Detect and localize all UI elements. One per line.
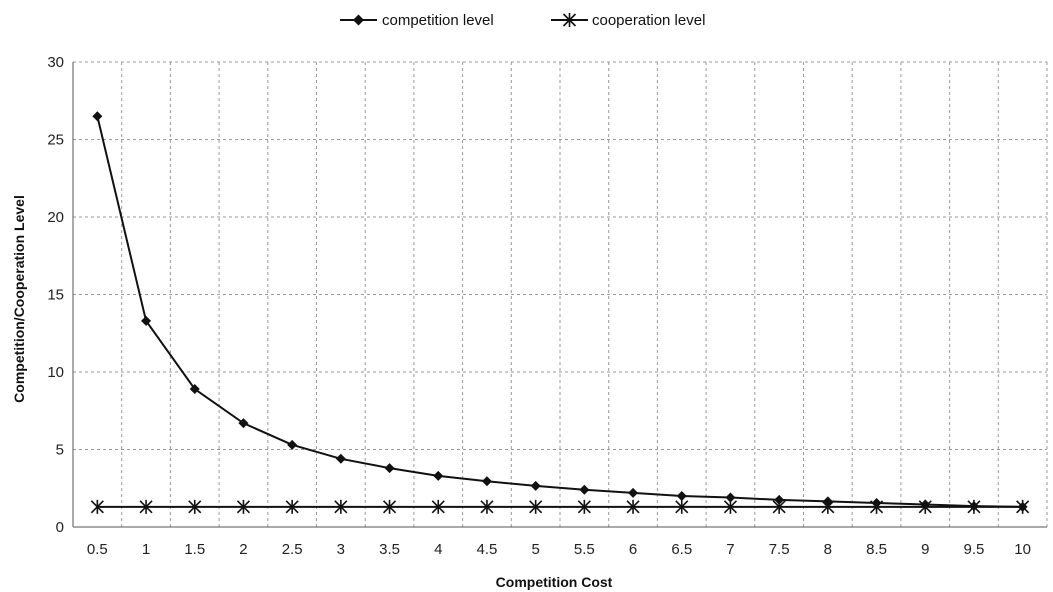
data-point-competition — [433, 470, 444, 481]
asterisk-marker-icon — [562, 13, 577, 27]
x-tick-label: 8 — [824, 541, 832, 558]
data-point-competition — [141, 315, 152, 326]
y-axis-title: Competition/Cooperation Level — [11, 195, 27, 403]
data-point-cooperation — [188, 499, 202, 514]
x-tick-label: 1 — [142, 541, 150, 558]
x-tick-label: 3.5 — [379, 541, 400, 558]
grid — [73, 61, 1048, 527]
data-point-competition — [335, 453, 346, 464]
series-line-competition — [96, 116, 1023, 508]
x-tick-label: 7.5 — [769, 541, 790, 558]
data-point-competition — [384, 463, 395, 474]
x-tick-labels: 0.5 1 1.5 2 2.5 3 3.5 4 4.5 5 5.5 6 6.5 7 7.5 8 8.5 9 9.5 1… — [87, 541, 1031, 558]
x-tick-label: 9.5 — [964, 541, 985, 558]
data-point-cooperation — [772, 499, 786, 514]
x-tick-label: 0.5 — [87, 541, 108, 558]
x-tick-label: 9 — [921, 541, 929, 558]
x-tick-label: 4 — [434, 541, 442, 558]
data-point-competition — [628, 487, 639, 498]
legend: competition level cooperation level — [340, 12, 705, 29]
data-point-cooperation — [821, 499, 835, 514]
y-tick-label: 25 — [47, 132, 64, 149]
x-tick-label: 5 — [531, 541, 539, 558]
data-point-cooperation — [577, 499, 591, 514]
data-point-cooperation — [967, 499, 981, 514]
data-point-cooperation — [480, 499, 494, 514]
series-layer — [90, 111, 1030, 514]
data-point-cooperation — [918, 499, 932, 514]
x-tick-label: 10 — [1014, 541, 1031, 558]
data-point-competition — [481, 476, 492, 487]
diamond-marker-icon — [353, 14, 364, 26]
y-tick-label: 20 — [47, 209, 64, 226]
legend-item-cooperation: cooperation level — [551, 12, 705, 29]
data-point-cooperation — [236, 499, 251, 514]
data-point-cooperation — [869, 499, 884, 514]
data-point-competition — [287, 439, 298, 450]
x-tick-label: 2 — [239, 541, 247, 558]
data-point-competition — [238, 418, 249, 429]
y-tick-label: 0 — [56, 519, 64, 536]
data-point-cooperation — [431, 499, 445, 514]
y-tick-label: 30 — [47, 54, 64, 71]
data-point-cooperation — [382, 499, 397, 514]
data-point-cooperation — [723, 499, 738, 514]
data-point-cooperation — [1016, 499, 1030, 514]
axes — [72, 62, 1047, 528]
data-point-cooperation — [139, 499, 153, 514]
x-tick-label: 6 — [629, 541, 637, 558]
legend-label-cooperation: cooperation level — [592, 12, 705, 29]
x-tick-label: 6.5 — [671, 541, 692, 558]
data-point-competition — [676, 491, 687, 501]
data-point-competition — [92, 111, 103, 122]
data-point-competition — [579, 484, 590, 495]
data-point-cooperation — [529, 499, 543, 514]
x-tick-label: 4.5 — [477, 541, 498, 558]
x-tick-label: 8.5 — [866, 541, 887, 558]
x-tick-label: 5.5 — [574, 541, 595, 558]
x-tick-label: 1.5 — [184, 541, 205, 558]
data-point-cooperation — [90, 499, 104, 514]
y-tick-label: 10 — [47, 364, 64, 381]
data-point-competition — [189, 384, 200, 395]
data-point-cooperation — [285, 499, 299, 514]
x-tick-label: 3 — [337, 541, 345, 558]
legend-label-competition: competition level — [382, 12, 494, 29]
data-point-competition — [530, 480, 541, 491]
x-tick-label: 7 — [726, 541, 734, 558]
data-point-cooperation — [334, 499, 348, 514]
y-tick-labels: 0 5 10 15 20 25 30 — [47, 54, 64, 536]
legend-item-competition: competition level — [340, 12, 494, 29]
data-point-cooperation — [675, 499, 689, 514]
data-point-competition — [725, 492, 736, 503]
data-point-cooperation — [626, 499, 640, 514]
x-tick-label: 2.5 — [282, 541, 303, 558]
y-tick-label: 5 — [56, 442, 64, 459]
y-tick-label: 15 — [47, 287, 64, 304]
x-axis-title: Competition Cost — [496, 574, 613, 590]
